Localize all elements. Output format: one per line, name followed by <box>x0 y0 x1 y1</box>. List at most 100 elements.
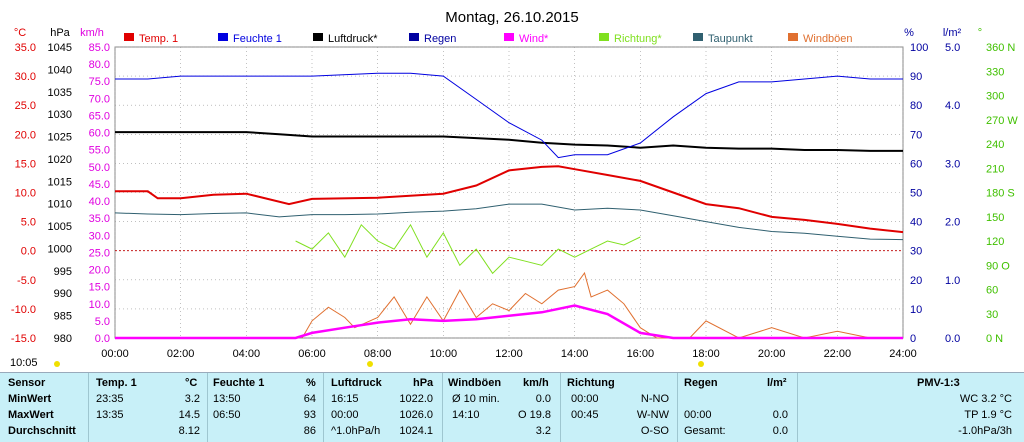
temp-axis-tick: 15.0 <box>15 158 36 170</box>
plot-frame <box>114 46 904 339</box>
wind-axis-tick: 10.0 <box>89 299 110 311</box>
stats-t-val: 3.2 <box>184 393 200 405</box>
legend-label: Richtung* <box>614 33 662 45</box>
x-axis-tick: 20:00 <box>758 348 786 360</box>
stats-g-time: 14:10 <box>452 409 480 421</box>
stats-header-press-unit: hPa <box>413 377 434 389</box>
stats-p-time: 16:15 <box>331 393 359 405</box>
pressure-axis-tick: 1010 <box>48 199 72 211</box>
stats-r-time: 00:00 <box>684 409 712 421</box>
temp-axis-tick: 10.0 <box>15 188 36 200</box>
stats-h-time: 13:50 <box>213 393 241 405</box>
legend-swatch <box>504 33 514 41</box>
temp-axis-tick: -10.0 <box>11 304 36 316</box>
pressure-axis-tick: 1035 <box>48 87 72 99</box>
x-axis-tick: 16:00 <box>627 348 655 360</box>
stats-t-time: 13:35 <box>96 409 124 421</box>
wind-axis-tick: 85.0 <box>89 42 110 54</box>
series-temp-1 <box>115 165 904 234</box>
wind-axis-tick: 40.0 <box>89 196 110 208</box>
pressure-axis-tick: 980 <box>54 333 72 345</box>
humidity-axis-tick: 20 <box>910 275 922 287</box>
stats-header-hum: Feuchte 1 <box>213 377 265 389</box>
stats-label: MaxWert <box>8 409 54 421</box>
rain-axis-tick: 1.0 <box>945 275 960 287</box>
legend-swatch <box>124 33 134 41</box>
stats-header-pmv: PMV-1:3 <box>917 377 960 389</box>
chart-title: Montag, 26.10.2015 <box>445 9 578 26</box>
legend-swatch <box>693 33 703 41</box>
wind-axis-tick: 70.0 <box>89 93 110 105</box>
wind-axis-tick: 35.0 <box>89 213 110 225</box>
stats-header-press: Luftdruck <box>331 377 382 389</box>
pressure-axis-unit: hPa <box>50 27 70 39</box>
x-axis-tick: 02:00 <box>167 348 195 360</box>
chart-axes: 35.0 30.0 25.0 20.0 15.0 10.0 5.0 0.0 -5.0 -10.0 -… <box>11 27 1018 367</box>
x-axis-tick: 24:00 <box>889 348 917 360</box>
direction-axis-tick: 300 <box>986 91 1004 103</box>
direction-axis-tick: 360 N <box>986 42 1015 54</box>
stats-d-val: W-NW <box>636 409 669 421</box>
sun-marker <box>367 361 373 367</box>
wind-axis-tick: 5.0 <box>95 316 110 328</box>
humidity-axis-unit: % <box>904 27 914 39</box>
sun-marker <box>698 361 704 367</box>
x-axis-tick: 06:00 <box>298 348 326 360</box>
stats-p-val: 1022.0 <box>399 393 433 405</box>
legend-label: Regen <box>424 33 456 45</box>
direction-axis-tick: 0 N <box>986 333 1003 345</box>
pressure-axis-tick: 1040 <box>48 64 72 76</box>
x-axis-tick: 18:00 <box>692 348 720 360</box>
pressure-axis-tick: 1000 <box>48 243 72 255</box>
stats-d-time: 00:45 <box>571 409 599 421</box>
weather-chart: Montag, 26.10.2015 Temp. 1 Feuchte 1 Luftd… <box>11 9 1018 367</box>
stats-label: MinWert <box>8 393 52 405</box>
legend-swatch <box>599 33 609 41</box>
stats-pmv: WC 3.2 °C <box>959 393 1012 405</box>
chart-legend: Temp. 1 Feuchte 1 Luftdruck* Regen Wind* Rich… <box>124 33 853 45</box>
legend-swatch <box>313 33 323 41</box>
series-richtung <box>295 223 641 275</box>
stats-g-val: 3.2 <box>535 425 551 437</box>
stats-label: Durchschnitt <box>8 425 76 437</box>
legend-label: Feuchte 1 <box>233 33 282 45</box>
stats-h-val: 64 <box>303 393 316 405</box>
rain-axis-unit: l/m² <box>943 27 962 39</box>
stats-header-dir: Richtung <box>567 377 615 389</box>
start-time-label: 10:05 <box>10 357 38 369</box>
direction-axis-tick: 240 <box>986 139 1004 151</box>
stats-header-temp: Temp. 1 <box>96 377 137 389</box>
stats-h-time: 06:50 <box>213 409 241 421</box>
series-feuchte-1 <box>115 72 903 159</box>
wind-axis-tick: 60.0 <box>89 128 110 140</box>
legend-label: Luftdruck* <box>328 33 378 45</box>
humidity-axis-tick: 60 <box>910 158 922 170</box>
temp-axis-tick: -5.0 <box>17 275 36 287</box>
stats-d-val: N-NO <box>640 393 669 405</box>
humidity-axis-tick: 10 <box>910 304 922 316</box>
wind-axis-tick: 0.0 <box>95 333 110 345</box>
wind-axis-tick: 45.0 <box>89 179 110 191</box>
pressure-axis-tick: 1015 <box>48 176 72 188</box>
wind-axis-tick: 15.0 <box>89 282 110 294</box>
chart-series <box>114 72 904 340</box>
stats-g-time: Ø 10 min. <box>452 393 500 405</box>
x-axis-tick: 04:00 <box>233 348 261 360</box>
x-axis-tick: 08:00 <box>364 348 392 360</box>
stats-header-gust-unit: km/h <box>523 377 549 389</box>
pressure-axis-tick: 985 <box>54 311 72 323</box>
temp-axis-tick: 25.0 <box>15 100 36 112</box>
x-axis-tick: 14:00 <box>561 348 589 360</box>
legend-swatch <box>218 33 228 41</box>
stats-g-val: O 19.8 <box>517 409 551 421</box>
wind-axis-tick: 75.0 <box>89 76 110 88</box>
direction-axis-tick: 270 W <box>986 115 1018 127</box>
rain-axis-tick: 4.0 <box>945 100 960 112</box>
pressure-axis-tick: 995 <box>54 266 72 278</box>
stats-h-val: 86 <box>303 425 316 437</box>
rain-axis-tick: 3.0 <box>945 158 960 170</box>
chart-grid <box>114 46 904 339</box>
direction-axis-tick: 180 S <box>986 188 1015 200</box>
stats-pmv: TP 1.9 °C <box>964 409 1012 421</box>
pressure-axis-tick: 1030 <box>48 109 72 121</box>
